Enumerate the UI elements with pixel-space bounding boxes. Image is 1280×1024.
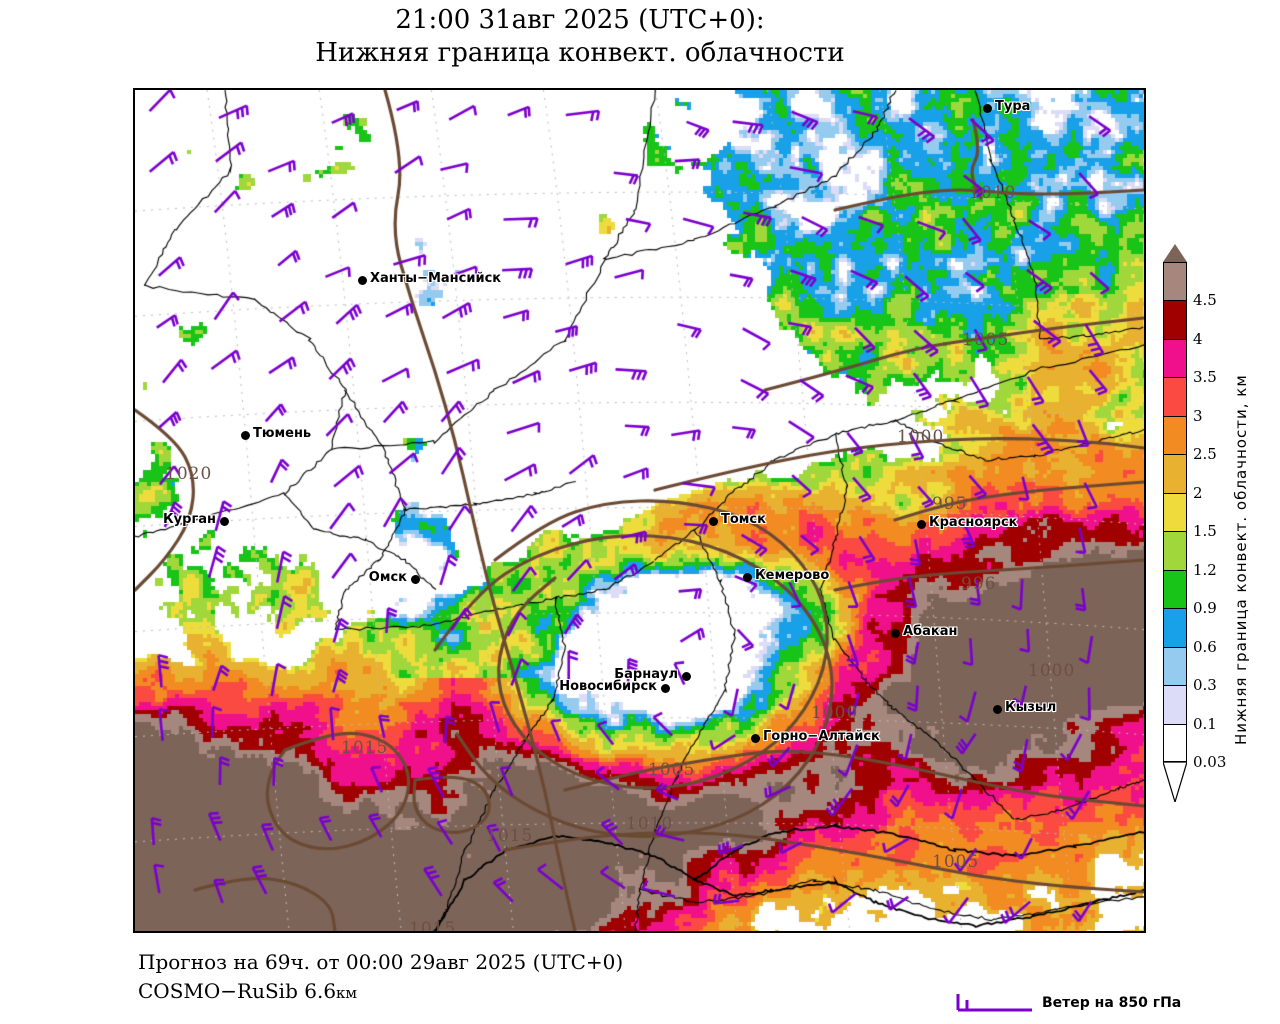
colorbar-tick-0.9: 0.9: [1193, 599, 1217, 618]
colorbar-tick-1.2: 1.2: [1193, 560, 1217, 579]
isobar-label: 1010: [626, 814, 674, 834]
colorbar-tick-2: 2: [1193, 483, 1203, 502]
city-label: Новосибирск: [559, 679, 657, 694]
colorbar-tick-2.5: 2.5: [1193, 445, 1217, 464]
isobar-label: 995: [932, 494, 968, 514]
city-label: Кызыл: [1005, 700, 1057, 715]
city-label: Тура: [995, 99, 1031, 114]
isobar-label: 1005: [648, 760, 696, 780]
city-dot-icon: [709, 517, 718, 526]
city-label: Абакан: [903, 624, 958, 639]
city-dot-icon: [661, 684, 670, 693]
city-dot-icon: [891, 629, 900, 638]
colorbar-over-arrow: [1163, 244, 1187, 262]
chart-title: 21:00 31авг 2025 (UTC+0): Нижняя граница…: [0, 4, 1160, 70]
colorbar-band-4.5: [1163, 262, 1187, 301]
city-label: Омск: [368, 570, 407, 585]
colorbar-tick-1.5: 1.5: [1193, 522, 1217, 541]
isobar-label: 1015: [409, 919, 457, 933]
colorbar-tick-3.5: 3.5: [1193, 368, 1217, 387]
colorbar-tick-0.03: 0.03: [1193, 753, 1227, 771]
colorbar-band-0.6: [1163, 608, 1187, 647]
colorbar-under-arrow: [1163, 762, 1187, 802]
city-label: Тюмень: [253, 426, 312, 441]
model-name: COSMO−RuSib 6.6: [138, 979, 337, 1003]
city-dot-icon: [358, 276, 367, 285]
colorbar-band-3: [1163, 377, 1187, 416]
isobar-label: 1020: [165, 464, 213, 484]
weather-map[interactable]: Тура Ханты−Мансийск Тюмень Курган Омск Томск К…: [133, 88, 1146, 933]
city-label: Барнаул: [614, 667, 678, 682]
colorbar-tick-0.6: 0.6: [1193, 637, 1217, 656]
isobar-label: 1000: [1028, 661, 1076, 681]
colorbar-band-0.3: [1163, 646, 1187, 686]
city-dot-icon: [743, 573, 752, 582]
map-raster-layer: [135, 90, 1144, 931]
city-label: Кемерово: [755, 568, 830, 583]
city-dot-icon: [917, 520, 926, 529]
colorbar-band-1.5: [1163, 492, 1187, 532]
city-label: Горно−Алтайск: [763, 729, 880, 744]
city-dot-icon: [220, 517, 229, 526]
isobar-label: 1015: [341, 738, 389, 758]
wind-legend-label: Ветер на 850 гПа: [1042, 995, 1182, 1011]
colorbar-band-2: [1163, 454, 1187, 493]
city-dot-icon: [241, 431, 250, 440]
city-label: Красноярск: [929, 515, 1018, 530]
isobar-label: 1005: [932, 852, 980, 872]
colorbar-tick-4.5: 4.5: [1193, 291, 1217, 310]
city-dot-icon: [983, 104, 992, 113]
isobar-label: 1005: [962, 330, 1010, 350]
colorbar-band-0.9: [1163, 569, 1187, 609]
colorbar-band-4: [1163, 300, 1187, 339]
colorbar-tick-3: 3: [1193, 406, 1203, 425]
colorbar-band-3.5: [1163, 338, 1187, 378]
colorbar-band-0.03: [1163, 723, 1187, 762]
colorbar-band-1.2: [1163, 531, 1187, 570]
colorbar-axis-title: Нижняя граница конвект. облачности, км: [1232, 374, 1250, 745]
isobar-label: 996: [961, 574, 997, 594]
colorbar: 4.5 4 3.5 3 2.5 2 1.5 1.2 0.9 0.6 0.3 0.1 0.03: [1163, 244, 1226, 802]
colorbar-tick-0.1: 0.1: [1193, 714, 1217, 733]
colorbar-tick-0.3: 0.3: [1193, 676, 1217, 695]
city-label: Ханты−Мансийск: [370, 271, 502, 286]
model-unit: км: [336, 984, 358, 1002]
wind-legend: Ветер на 850 гПа: [952, 990, 1181, 1016]
isobar-label: 1010: [969, 183, 1017, 203]
city-dot-icon: [751, 734, 760, 743]
colorbar-band-0.1: [1163, 685, 1187, 724]
model-info: COSMO−RuSib 6.6км: [138, 977, 623, 1008]
city-label: Томск: [721, 512, 766, 527]
isobar-label: 1000: [811, 703, 859, 723]
title-line-2: Нижняя граница конвект. облачности: [315, 38, 845, 68]
forecast-info: Прогноз на 69ч. от 00:00 29авг 2025 (UTC…: [138, 950, 624, 974]
wind-barb-icon: [956, 994, 1032, 1012]
colorbar-band-2.5: [1163, 415, 1187, 455]
city-dot-icon: [682, 672, 691, 681]
city-label: Курган: [163, 512, 216, 527]
city-dot-icon: [411, 575, 420, 584]
footer-block: Прогноз на 69ч. от 00:00 29авг 2025 (UTC…: [138, 948, 623, 1008]
city-dot-icon: [993, 705, 1002, 714]
isobar-label: 1015: [486, 826, 534, 846]
isobar-label: 1000: [897, 427, 945, 447]
colorbar-tick-4: 4: [1193, 329, 1203, 348]
title-line-1: 21:00 31авг 2025 (UTC+0):: [395, 5, 765, 35]
